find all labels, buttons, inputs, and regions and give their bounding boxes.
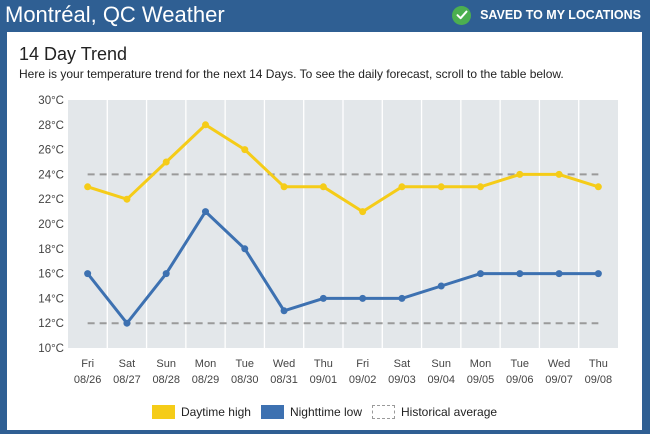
daytime-high-point: [516, 170, 524, 178]
daytime-high-point: [437, 183, 445, 191]
x-tick-day: Tue: [236, 358, 255, 370]
daytime-high-point: [84, 183, 92, 191]
page-title: Montréal, QC Weather: [5, 2, 225, 27]
x-tick-date: 08/29: [192, 374, 220, 386]
daytime-high-point: [241, 146, 249, 154]
daytime-high-point: [123, 195, 131, 203]
x-tick-day: Sun: [431, 358, 451, 370]
daytime-high-point: [359, 208, 367, 216]
x-tick-date: 09/04: [427, 374, 455, 386]
x-tick-day: Mon: [470, 358, 491, 370]
legend-label: Daytime high: [180, 405, 251, 419]
daytime-high-point: [280, 183, 288, 191]
y-tick-label: 28°C: [38, 120, 64, 132]
y-tick-label: 10°C: [38, 343, 64, 355]
x-tick-date: 09/01: [310, 374, 338, 386]
y-tick-label: 14°C: [38, 293, 64, 305]
daytime-high-point: [594, 183, 602, 191]
nighttime-low-point: [398, 294, 406, 302]
nighttime-low-point: [516, 270, 524, 278]
y-tick-label: 24°C: [38, 169, 64, 181]
x-tick-date: 08/28: [152, 374, 180, 386]
daytime-high-line: [87, 123, 599, 214]
nighttime-low-point: [202, 208, 209, 216]
y-tick-label: 22°C: [38, 194, 64, 206]
y-tick-label: 26°C: [38, 145, 64, 157]
saved-to-my-locations-button[interactable]: SAVED TO MY LOCATIONS: [452, 5, 641, 25]
legend-daytime-high[interactable]: Daytime high: [151, 405, 251, 419]
nighttime-low-point: [437, 282, 445, 290]
x-tick-day: Tue: [511, 358, 530, 370]
x-tick-day: Wed: [548, 358, 570, 370]
daytime-high-point: [555, 170, 563, 178]
y-tick-label: 20°C: [38, 219, 64, 231]
x-tick-date: 09/06: [506, 374, 534, 386]
header-bar: Montréal, QC Weather SAVED TO MY LOCATIO…: [0, 0, 650, 31]
x-tick-date: 08/26: [74, 374, 102, 386]
daytime-high-point: [398, 183, 406, 191]
x-tick-date: 09/03: [388, 374, 416, 386]
legend-historical-average[interactable]: Historical average: [372, 405, 497, 419]
y-tick-label: 30°C: [38, 95, 64, 107]
x-tick-date: 08/30: [231, 374, 259, 386]
chart-legend: Daytime high Nighttime low Historical av…: [7, 402, 642, 422]
legend-label: Historical average: [401, 405, 498, 419]
x-tick-day: Mon: [195, 358, 216, 370]
nighttime-low-point: [477, 270, 484, 278]
nighttime-low-point: [319, 294, 327, 302]
saved-label: SAVED TO MY LOCATIONS: [480, 8, 641, 22]
x-tick-day: Thu: [314, 358, 333, 370]
card-subtitle: Here is your temperature trend for the n…: [19, 67, 564, 81]
x-tick-day: Fri: [356, 358, 369, 370]
daytime-high-point: [477, 183, 484, 191]
nighttime-low-point: [162, 270, 170, 278]
x-tick-day: Fri: [81, 358, 94, 370]
legend-nighttime-low[interactable]: Nighttime low: [260, 405, 362, 419]
trend-card: 14 Day Trend Here is your temperature tr…: [7, 32, 642, 430]
nighttime-low-point: [241, 245, 249, 253]
temperature-trend-chart: 10°C 12°C 14°C 16°C 18°C 20°C 22°C 24°C 26°C 28°C…: [38, 95, 618, 386]
nighttime-low-point: [280, 307, 288, 315]
nighttime-low-point: [123, 319, 131, 327]
daytime-high-point: [162, 158, 170, 166]
y-tick-label: 18°C: [38, 244, 64, 256]
daytime-high-point: [319, 183, 327, 191]
x-tick-day: Wed: [273, 358, 295, 370]
y-tick-label: 16°C: [38, 269, 64, 281]
x-tick-date: 09/02: [349, 374, 377, 386]
x-tick-day: Thu: [589, 358, 608, 370]
checkmark-icon: [452, 5, 472, 25]
x-tick-day: Sat: [119, 358, 136, 370]
card-title: 14 Day Trend: [19, 44, 128, 64]
nighttime-low-swatch: [260, 405, 284, 419]
historical-average-swatch: [372, 405, 395, 419]
x-tick-date: 09/07: [545, 374, 573, 386]
nighttime-low-point: [359, 294, 367, 302]
nighttime-low-point: [84, 270, 92, 278]
daytime-high-swatch: [151, 405, 175, 419]
legend-label: Nighttime low: [289, 405, 362, 419]
x-tick-date: 08/31: [270, 374, 298, 386]
nighttime-low-point: [594, 270, 602, 278]
x-tick-date: 09/08: [585, 374, 613, 386]
x-tick-day: Sat: [394, 358, 411, 370]
y-tick-label: 12°C: [38, 318, 64, 330]
x-tick-date: 08/27: [113, 374, 141, 386]
nighttime-low-line: [86, 210, 599, 325]
x-tick-day: Sun: [156, 358, 176, 370]
x-tick-date: 09/05: [467, 374, 495, 386]
daytime-high-point: [202, 121, 209, 129]
nighttime-low-point: [555, 270, 563, 278]
